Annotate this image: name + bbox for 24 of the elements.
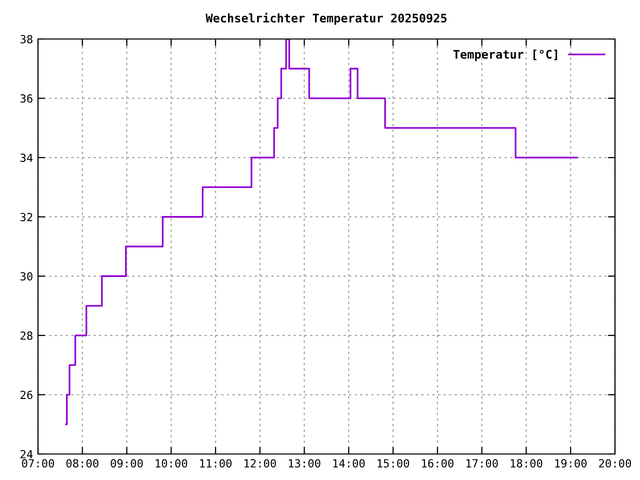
x-tick-label: 08:00 <box>66 459 98 468</box>
x-tick-label: 10:00 <box>156 459 188 468</box>
x-tick-label: 13:00 <box>288 459 320 468</box>
y-tick-label: 32 <box>20 212 32 222</box>
x-tick-label: 07:00 <box>22 459 54 468</box>
x-tick-label: 19:00 <box>555 459 587 468</box>
x-tick-label: 18:00 <box>510 459 542 468</box>
legend-label: Temperatur [°C] <box>453 50 558 62</box>
y-tick-label: 30 <box>20 272 32 281</box>
x-tick-label: 16:00 <box>422 459 454 468</box>
y-tick-label: 24 <box>20 450 33 458</box>
x-tick-label: 17:00 <box>466 459 498 468</box>
y-tick-label: 36 <box>20 94 32 103</box>
chart-title: Wechselrichter Temperatur 20250925 <box>206 12 447 25</box>
y-tick-label: 38 <box>20 35 32 44</box>
x-tick-label: 11:00 <box>200 459 232 468</box>
x-tick-label: 12:00 <box>244 459 276 468</box>
x-tick-label: 09:00 <box>110 459 143 468</box>
y-tick-label: 26 <box>20 390 32 400</box>
x-tick-label: 15:00 <box>378 459 410 468</box>
y-tick-label: 34 <box>20 154 33 162</box>
x-tick-label: 20:00 <box>599 459 632 468</box>
x-tick-label: 14:00 <box>333 459 365 468</box>
y-tick-label: 28 <box>20 331 32 340</box>
